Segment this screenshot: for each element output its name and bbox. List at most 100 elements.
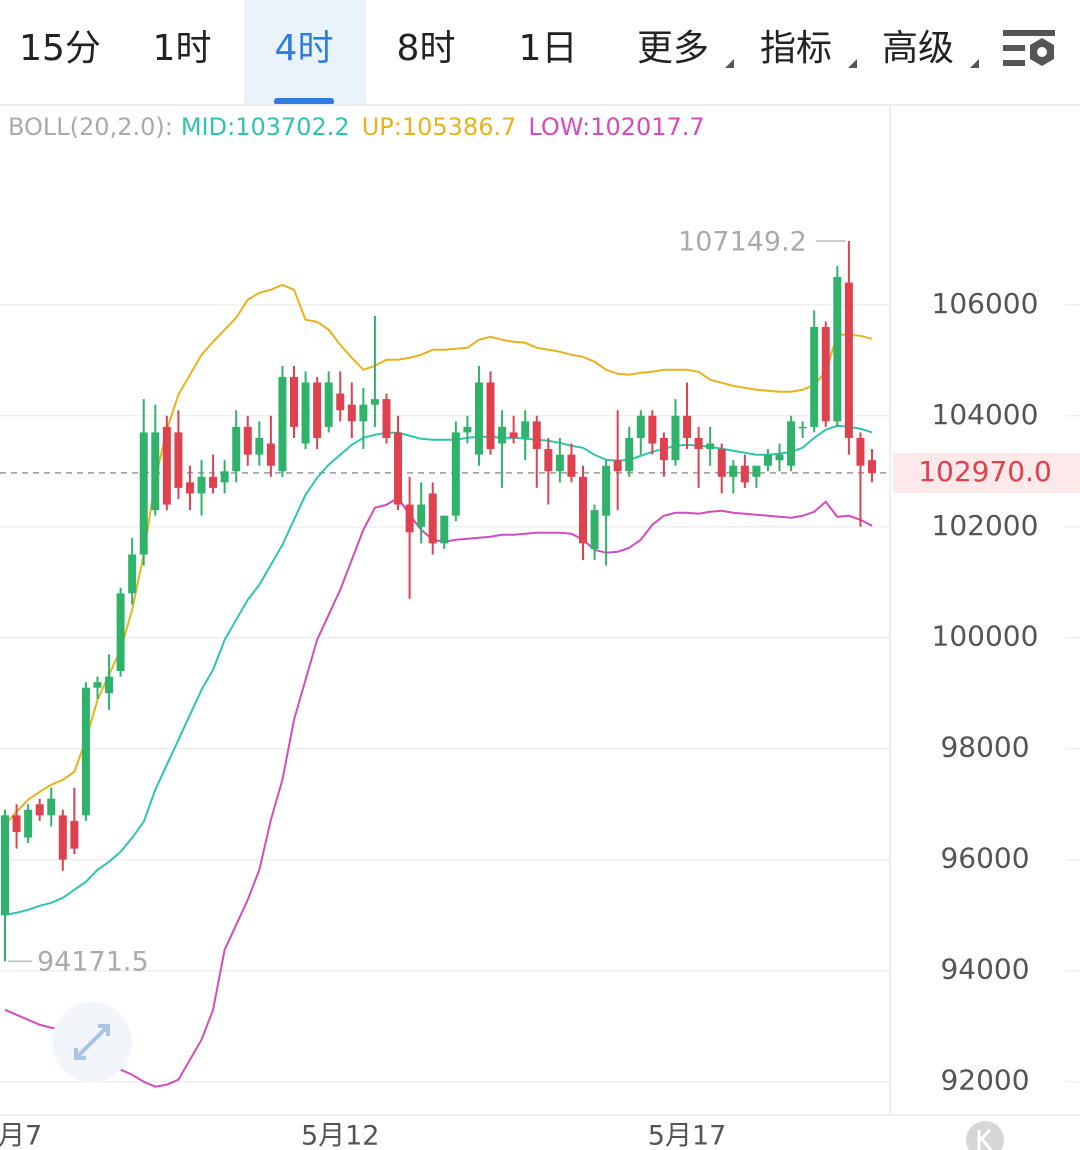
candle-body xyxy=(47,798,56,816)
dropdown-arrow xyxy=(725,59,734,68)
tab-label: 高级 xyxy=(882,28,954,69)
tab-highlight xyxy=(244,0,366,105)
candle-body xyxy=(24,809,33,838)
candle-body xyxy=(370,399,379,405)
candle-body xyxy=(139,432,148,555)
k-button[interactable] xyxy=(966,1121,1004,1150)
tab-label: 指标 xyxy=(760,28,832,69)
legend-value: 105386.7 xyxy=(402,113,517,141)
candle-body xyxy=(185,482,194,494)
candle-body xyxy=(197,476,206,494)
last-price-bg xyxy=(893,452,1080,493)
candle-body xyxy=(856,437,865,466)
legend-name: LOW xyxy=(528,113,582,141)
candle-body xyxy=(833,277,842,422)
y-tick-label: 102000 xyxy=(932,509,1039,542)
candle-body xyxy=(636,415,645,438)
candle-body xyxy=(717,449,726,477)
candle-body xyxy=(405,504,414,533)
candle-body xyxy=(382,399,391,438)
tab-label: 4时 xyxy=(275,28,334,69)
candle-body xyxy=(81,687,90,816)
candle-body xyxy=(116,593,125,672)
y-tick-label: 100000 xyxy=(932,620,1039,653)
tab[interactable]: 1时 xyxy=(153,28,212,69)
expand-button[interactable] xyxy=(52,1002,132,1082)
settings-icon[interactable] xyxy=(1003,30,1055,66)
legend-value: 103702.2 xyxy=(235,113,350,141)
y-tick-label: 92000 xyxy=(940,1064,1029,1097)
candle-body xyxy=(659,437,668,461)
legend-name: MID xyxy=(181,113,227,141)
tab-label: 1日 xyxy=(519,28,578,69)
legend-separator: : xyxy=(582,113,590,141)
candle-body xyxy=(428,493,437,544)
candle-body xyxy=(58,815,67,860)
candle-body xyxy=(798,426,807,429)
candle-body xyxy=(567,454,576,477)
tab[interactable]: 15分 xyxy=(19,28,101,69)
candle-body xyxy=(590,510,599,549)
expand-icon xyxy=(74,1024,110,1060)
candle-body xyxy=(555,454,564,472)
icon-hole xyxy=(1037,47,1047,57)
candle-body xyxy=(12,815,21,832)
legend: BOLL(20,2.0): MID:103702.2 UP:105386.7 LOW:… xyxy=(8,113,705,141)
tab[interactable]: 高级 xyxy=(882,28,979,69)
candle-body xyxy=(509,432,518,438)
candle-body xyxy=(486,382,495,450)
candle-body xyxy=(255,437,264,455)
candle-body xyxy=(740,465,749,483)
candle-body xyxy=(821,326,830,422)
candle-body xyxy=(544,449,553,472)
y-tick-label: 104000 xyxy=(932,398,1039,431)
tab-label: 8时 xyxy=(397,28,456,69)
candle-body xyxy=(763,454,772,466)
tab-bar: 15分 1时 4时 8时 1日 更多 指标 高级 xyxy=(19,0,979,105)
candle-body xyxy=(359,404,368,422)
candle-body xyxy=(868,460,876,473)
candle-body xyxy=(694,437,703,450)
dropdown-arrow xyxy=(970,59,979,68)
y-tick-label: 94000 xyxy=(940,953,1029,986)
tab[interactable]: 更多 xyxy=(637,28,734,69)
candle-body xyxy=(463,426,472,433)
tab-indicator xyxy=(274,98,334,105)
candle-body xyxy=(532,421,541,450)
candle-body xyxy=(266,443,275,466)
candle-body xyxy=(613,460,622,472)
candle-body xyxy=(324,382,333,427)
tab[interactable]: 1日 xyxy=(519,28,578,69)
candle-body xyxy=(810,326,819,427)
tab-label: 更多 xyxy=(637,28,709,69)
x-tick-label: 5月12 xyxy=(301,1121,380,1150)
y-tick-label: 106000 xyxy=(932,287,1039,320)
candle-body xyxy=(451,432,460,516)
candle-body xyxy=(336,393,345,411)
candle-body xyxy=(579,476,587,544)
candle-body xyxy=(347,404,356,422)
legend-value: 102017.7 xyxy=(590,113,705,141)
candle-body xyxy=(521,421,530,438)
candle-body xyxy=(209,476,218,488)
candle-body xyxy=(729,465,738,477)
candle-body xyxy=(625,437,634,472)
y-tick-label: 98000 xyxy=(940,731,1029,764)
tab[interactable]: 4时 xyxy=(244,0,366,105)
tab[interactable]: 指标 xyxy=(760,28,857,69)
candle-body xyxy=(775,454,784,461)
x-tick-label: 月7 xyxy=(0,1121,42,1150)
candle-body xyxy=(752,465,761,477)
icon-bar xyxy=(1003,60,1025,66)
candle-body xyxy=(301,382,310,444)
candle-body xyxy=(162,426,171,505)
tab[interactable]: 8时 xyxy=(397,28,456,69)
legend-separator: : xyxy=(227,113,235,141)
candle-body xyxy=(498,426,507,444)
candle-body xyxy=(243,426,252,455)
candle-body xyxy=(474,382,483,455)
indicator-line xyxy=(4,283,873,826)
